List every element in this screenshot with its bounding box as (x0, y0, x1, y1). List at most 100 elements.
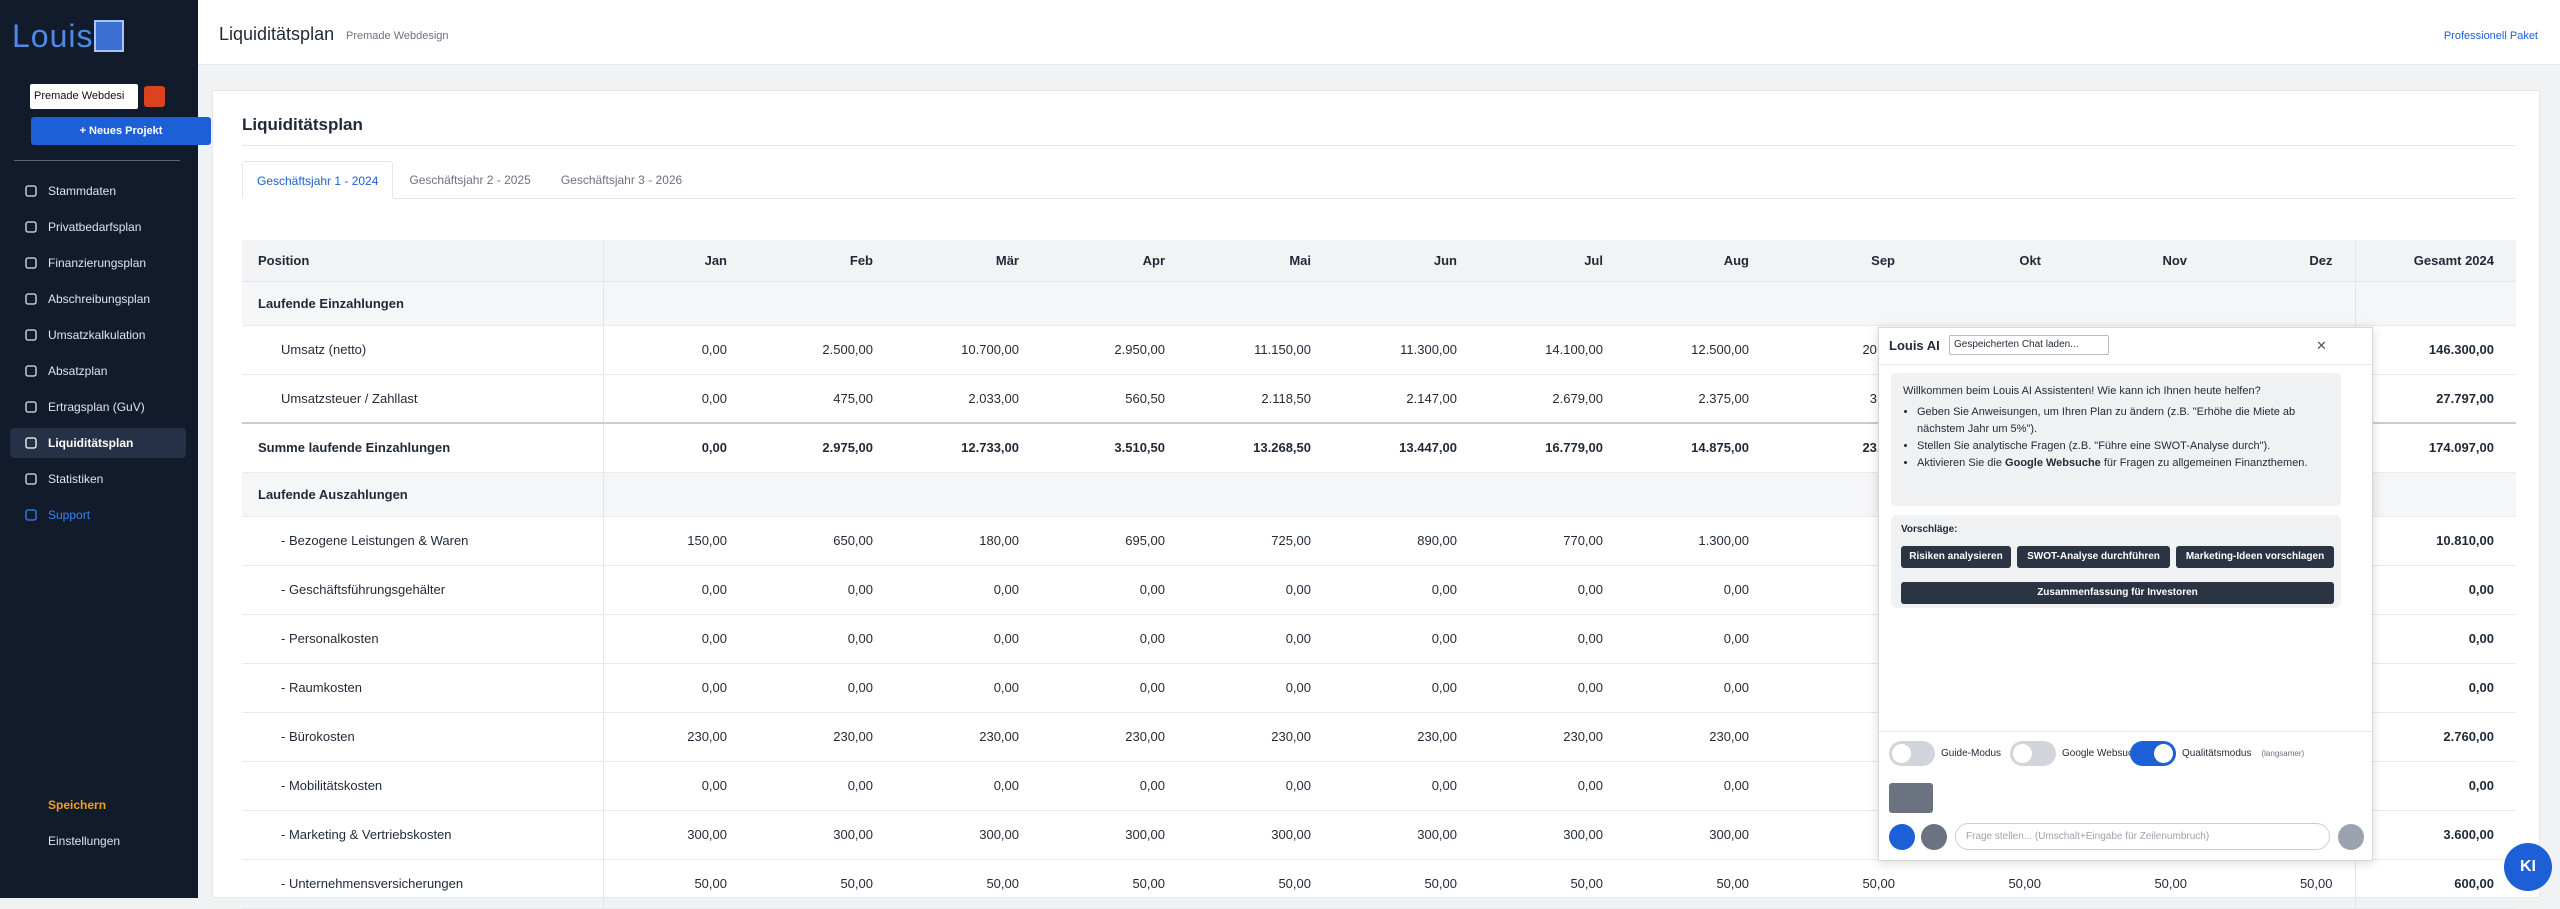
cell: 0,00 (1479, 663, 1625, 713)
toggle-label: Qualitätsmodus (langsamer) (2182, 748, 2304, 759)
cell: 300,00 (1187, 810, 1333, 860)
cell: 2.147,00 (1333, 374, 1479, 424)
suggestion-button[interactable]: SWOT-Analyse durchführen (2017, 546, 2170, 568)
tab[interactable]: Geschäftsjahr 2 - 2025 (409, 173, 531, 187)
delete-project[interactable] (144, 86, 165, 107)
cell: 2.375,00 (1625, 374, 1771, 424)
cell: 2.975,00 (749, 422, 895, 473)
tip-text: für Fragen zu allgemeinen Finanzthemen. (2100, 457, 2308, 469)
cell: 0,00 (1625, 761, 1771, 811)
suggestion-button[interactable]: Zusammenfassung für Investoren (1901, 582, 2334, 604)
cell: 0,00 (603, 325, 749, 375)
column-header: Nov (2063, 240, 2209, 282)
total-cell: 146.300,00 (2354, 325, 2516, 375)
cell (1917, 281, 2063, 326)
cell: 890,00 (1333, 516, 1479, 566)
column-header: Apr (1041, 240, 1187, 282)
ai-button[interactable]: KI (2504, 843, 2552, 891)
cell: 0,00 (1187, 663, 1333, 713)
cell: 0,00 (1333, 761, 1479, 811)
cell (1041, 472, 1187, 517)
nav-icon (25, 293, 37, 305)
row-label: - Bürokosten (242, 712, 604, 762)
total-cell: 600,00 (2354, 859, 2516, 909)
nav-item[interactable]: Absatzplan (10, 356, 186, 386)
suggestion-button[interactable]: Marketing-Ideen vorschlagen (2176, 546, 2334, 568)
nav-item[interactable]: Finanzierungsplan (10, 248, 186, 278)
cell: 2.500,00 (749, 325, 895, 375)
cell: 0,00 (603, 374, 749, 424)
column-header: Mai (1187, 240, 1333, 282)
cell: 1.300,00 (1625, 516, 1771, 566)
tip: Aktivieren Sie die Google Websuche für F… (1917, 455, 2329, 472)
nav-icon (25, 221, 37, 233)
cell: 0,00 (1187, 761, 1333, 811)
save-chat-button[interactable] (1889, 783, 1933, 813)
cell (1333, 472, 1479, 517)
row-label: Summe laufende Einzahlungen (242, 422, 604, 473)
tab[interactable]: Geschäftsjahr 3 - 2026 (560, 173, 683, 187)
plan-link[interactable]: Professionell Paket (2443, 30, 2538, 42)
liquidity-table: Position Jan Feb Mär Apr Mai Jun Jul Aug Sep Okt No… (242, 240, 2516, 909)
column-header: Jan (603, 240, 749, 282)
row-label: - Bezogene Leistungen & Waren (242, 516, 604, 566)
favorite-button[interactable] (1889, 824, 1915, 850)
cell: 0,00 (603, 614, 749, 664)
cell: 0,00 (749, 614, 895, 664)
cell (1333, 281, 1479, 326)
column-header: Position (242, 240, 604, 282)
nav-icon (25, 257, 37, 269)
chat-load-select[interactable]: Gespeicherten Chat laden... (1949, 335, 2109, 355)
switch[interactable] (2010, 741, 2056, 766)
cell: 50,00 (1333, 859, 1479, 909)
cell: 230,00 (749, 712, 895, 762)
switch[interactable] (2130, 741, 2176, 766)
cell (749, 281, 895, 326)
suggestion-button[interactable]: Risiken analysieren (1901, 546, 2011, 568)
nav-item[interactable]: Ertragsplan (GuV) (10, 392, 186, 422)
cell: 230,00 (1625, 712, 1771, 762)
cell: 13.268,50 (1187, 422, 1333, 473)
cell: 725,00 (1187, 516, 1333, 566)
cell (895, 281, 1041, 326)
nav-item[interactable]: Liquiditätsplan (10, 428, 186, 458)
cell: 2.118,50 (1187, 374, 1333, 424)
cell: 0,00 (1333, 663, 1479, 713)
send-button[interactable] (2338, 824, 2364, 850)
cell: 50,00 (1917, 859, 2063, 909)
cell: 0,00 (1187, 565, 1333, 615)
chat-input[interactable]: Frage stellen... (Umschalt+Eingabe für Z… (1955, 823, 2330, 850)
nav-item[interactable]: Stammdaten (10, 176, 186, 206)
new-project-button[interactable]: + Neues Projekt (31, 117, 211, 145)
cell (895, 472, 1041, 517)
cell: 0,00 (1479, 761, 1625, 811)
column-header: Okt (1917, 240, 2063, 282)
total-cell: 27.797,00 (2354, 374, 2516, 424)
cell: 770,00 (1479, 516, 1625, 566)
project-select[interactable]: Premade Webdesi (30, 84, 138, 109)
tab[interactable]: Geschäftsjahr 1 - 2024 (242, 161, 394, 199)
cell: 0,00 (1041, 565, 1187, 615)
nav-item[interactable]: Statistiken (10, 464, 186, 494)
settings-link[interactable]: Einstellungen (48, 834, 121, 848)
cell: 230,00 (1333, 712, 1479, 762)
logo (94, 20, 124, 52)
nav-item[interactable]: Privatbedarfsplan (10, 212, 186, 242)
column-header: Aug (1625, 240, 1771, 282)
nav-item[interactable]: Abschreibungsplan (10, 284, 186, 314)
close-button[interactable]: ✕ (2316, 338, 2327, 353)
cell: 180,00 (895, 516, 1041, 566)
cell (1625, 281, 1771, 326)
cell: 0,00 (749, 565, 895, 615)
cell: 0,00 (1333, 565, 1479, 615)
nav-icon (25, 185, 37, 197)
cell: 0,00 (603, 761, 749, 811)
switch[interactable] (1889, 741, 1935, 766)
cell: 16.779,00 (1479, 422, 1625, 473)
cell: 0,00 (1625, 614, 1771, 664)
cell: 230,00 (1479, 712, 1625, 762)
save-link[interactable]: Speichern (48, 798, 107, 812)
nav-item[interactable]: Umsatzkalkulation (10, 320, 186, 350)
attach-button[interactable] (1921, 824, 1947, 850)
nav-item[interactable]: Support (10, 500, 186, 530)
